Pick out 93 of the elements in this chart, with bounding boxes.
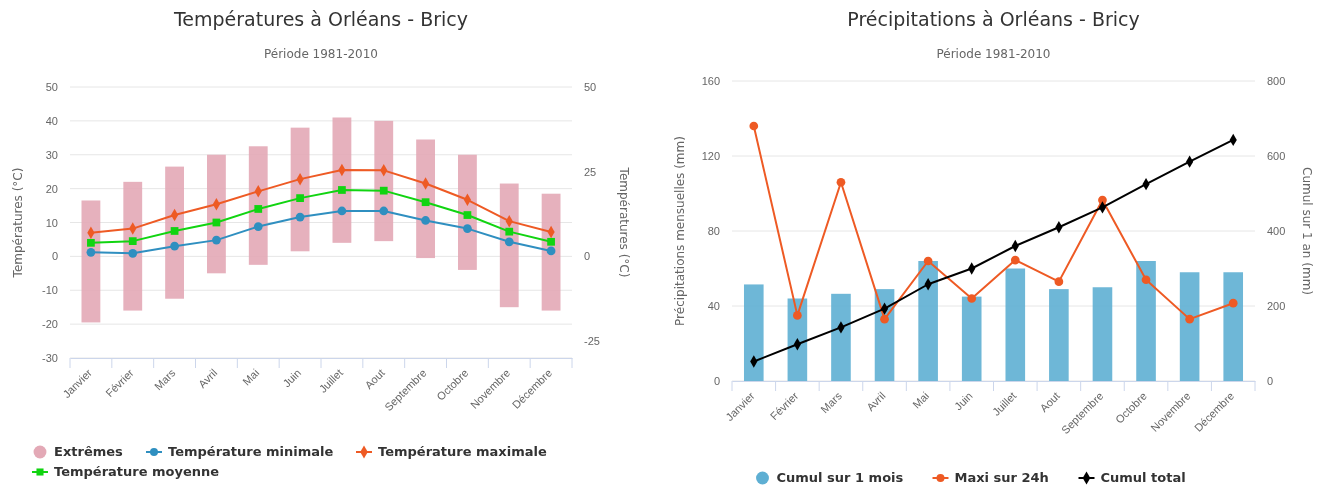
y-tick-label: 0 <box>713 375 720 388</box>
bar <box>81 200 101 323</box>
bar <box>743 284 764 381</box>
legend-label: Température moyenne <box>54 464 220 479</box>
y2-tick-label: 25 <box>584 165 597 178</box>
y2-tick-label: 0 <box>584 250 591 263</box>
point <box>295 212 305 222</box>
point <box>128 237 137 245</box>
y2-tick-label: 0 <box>1267 375 1274 388</box>
point <box>254 205 263 213</box>
y2-tick-label: 50 <box>584 81 597 94</box>
legend-label: Extrêmes <box>54 444 124 459</box>
point <box>546 246 556 256</box>
y-tick-label: 20 <box>45 182 58 195</box>
point <box>967 294 977 303</box>
point <box>379 206 389 216</box>
y-tick-label: 160 <box>701 75 720 88</box>
point <box>1054 277 1064 286</box>
y-tick-label: 0 <box>51 250 58 263</box>
bar <box>918 261 938 381</box>
y2-axis-title: Températures (°C) <box>617 166 631 278</box>
point <box>1098 195 1107 205</box>
point <box>212 235 221 245</box>
y-tick-label: 30 <box>45 148 58 161</box>
point <box>87 238 95 247</box>
bar <box>961 296 982 381</box>
point <box>923 256 933 266</box>
x-tick-label: Juin <box>280 366 304 390</box>
bar <box>332 117 352 243</box>
chart-title: Précipitations à Orléans - Bricy <box>847 8 1140 30</box>
x-tick-label: Mai <box>910 389 932 411</box>
legend-label: Température maximale <box>378 444 547 459</box>
y-axis-title: Précipitations mensuelles (mm) <box>673 136 687 326</box>
point <box>421 216 430 225</box>
y-tick-label: 50 <box>45 81 58 94</box>
point <box>170 241 179 251</box>
point <box>338 186 346 194</box>
bar <box>1223 272 1244 381</box>
point <box>836 177 846 187</box>
point <box>337 206 347 216</box>
y2-tick-label: 800 <box>1267 75 1286 88</box>
y-tick-label: 10 <box>45 216 58 229</box>
legend-label: Maxi sur 24h <box>954 470 1049 485</box>
point <box>379 186 388 195</box>
point <box>86 247 96 257</box>
y-tick-label: 40 <box>707 300 720 313</box>
legend-label: Température minimale <box>168 444 334 459</box>
point <box>1185 314 1194 324</box>
x-tick-label: Juin <box>952 389 975 413</box>
point <box>749 121 759 131</box>
y2-tick-label: 200 <box>1267 300 1286 313</box>
y-axis-title: Températures (°C) <box>11 167 25 279</box>
point <box>1141 275 1151 285</box>
point <box>253 222 263 231</box>
legend-label: Cumul total <box>1100 470 1186 485</box>
bar <box>1049 289 1069 381</box>
bar <box>541 193 561 311</box>
y2-tick-label: 400 <box>1267 225 1286 238</box>
point <box>1010 255 1020 265</box>
legend-label: Cumul sur 1 mois <box>776 470 904 485</box>
point <box>463 224 472 233</box>
y2-tick-label: 600 <box>1267 150 1286 163</box>
point <box>296 194 304 202</box>
point <box>504 237 514 247</box>
bar <box>458 154 477 270</box>
point <box>170 227 179 235</box>
y-tick-label: 120 <box>701 150 720 163</box>
point <box>1228 298 1238 308</box>
chart-subtitle: Période 1981-2010 <box>936 47 1051 61</box>
bar <box>831 293 851 381</box>
point <box>128 248 138 258</box>
point <box>505 227 514 236</box>
point <box>880 314 889 324</box>
y-tick-label: 40 <box>45 114 58 127</box>
bar <box>1136 261 1156 381</box>
bar <box>1179 272 1200 381</box>
y2-axis-title: Cumul sur 1 an (mm) <box>1300 167 1314 295</box>
point <box>463 211 472 219</box>
chart-subtitle: Période 1981-2010 <box>263 47 379 61</box>
y-tick-label: -30 <box>42 352 58 365</box>
bar <box>1005 268 1026 381</box>
bar <box>165 166 184 299</box>
bar <box>1092 287 1113 381</box>
y-tick-label: 80 <box>707 225 720 238</box>
point <box>547 237 555 246</box>
y-tick-label: -20 <box>42 318 58 331</box>
y-tick-label: -10 <box>42 284 58 297</box>
bar <box>207 154 226 274</box>
point <box>421 198 430 207</box>
chart-title: Températures à Orléans - Bricy <box>172 8 469 30</box>
x-tick-label: Mai <box>240 366 262 388</box>
y2-tick-label: -25 <box>584 335 600 348</box>
point <box>793 311 802 320</box>
